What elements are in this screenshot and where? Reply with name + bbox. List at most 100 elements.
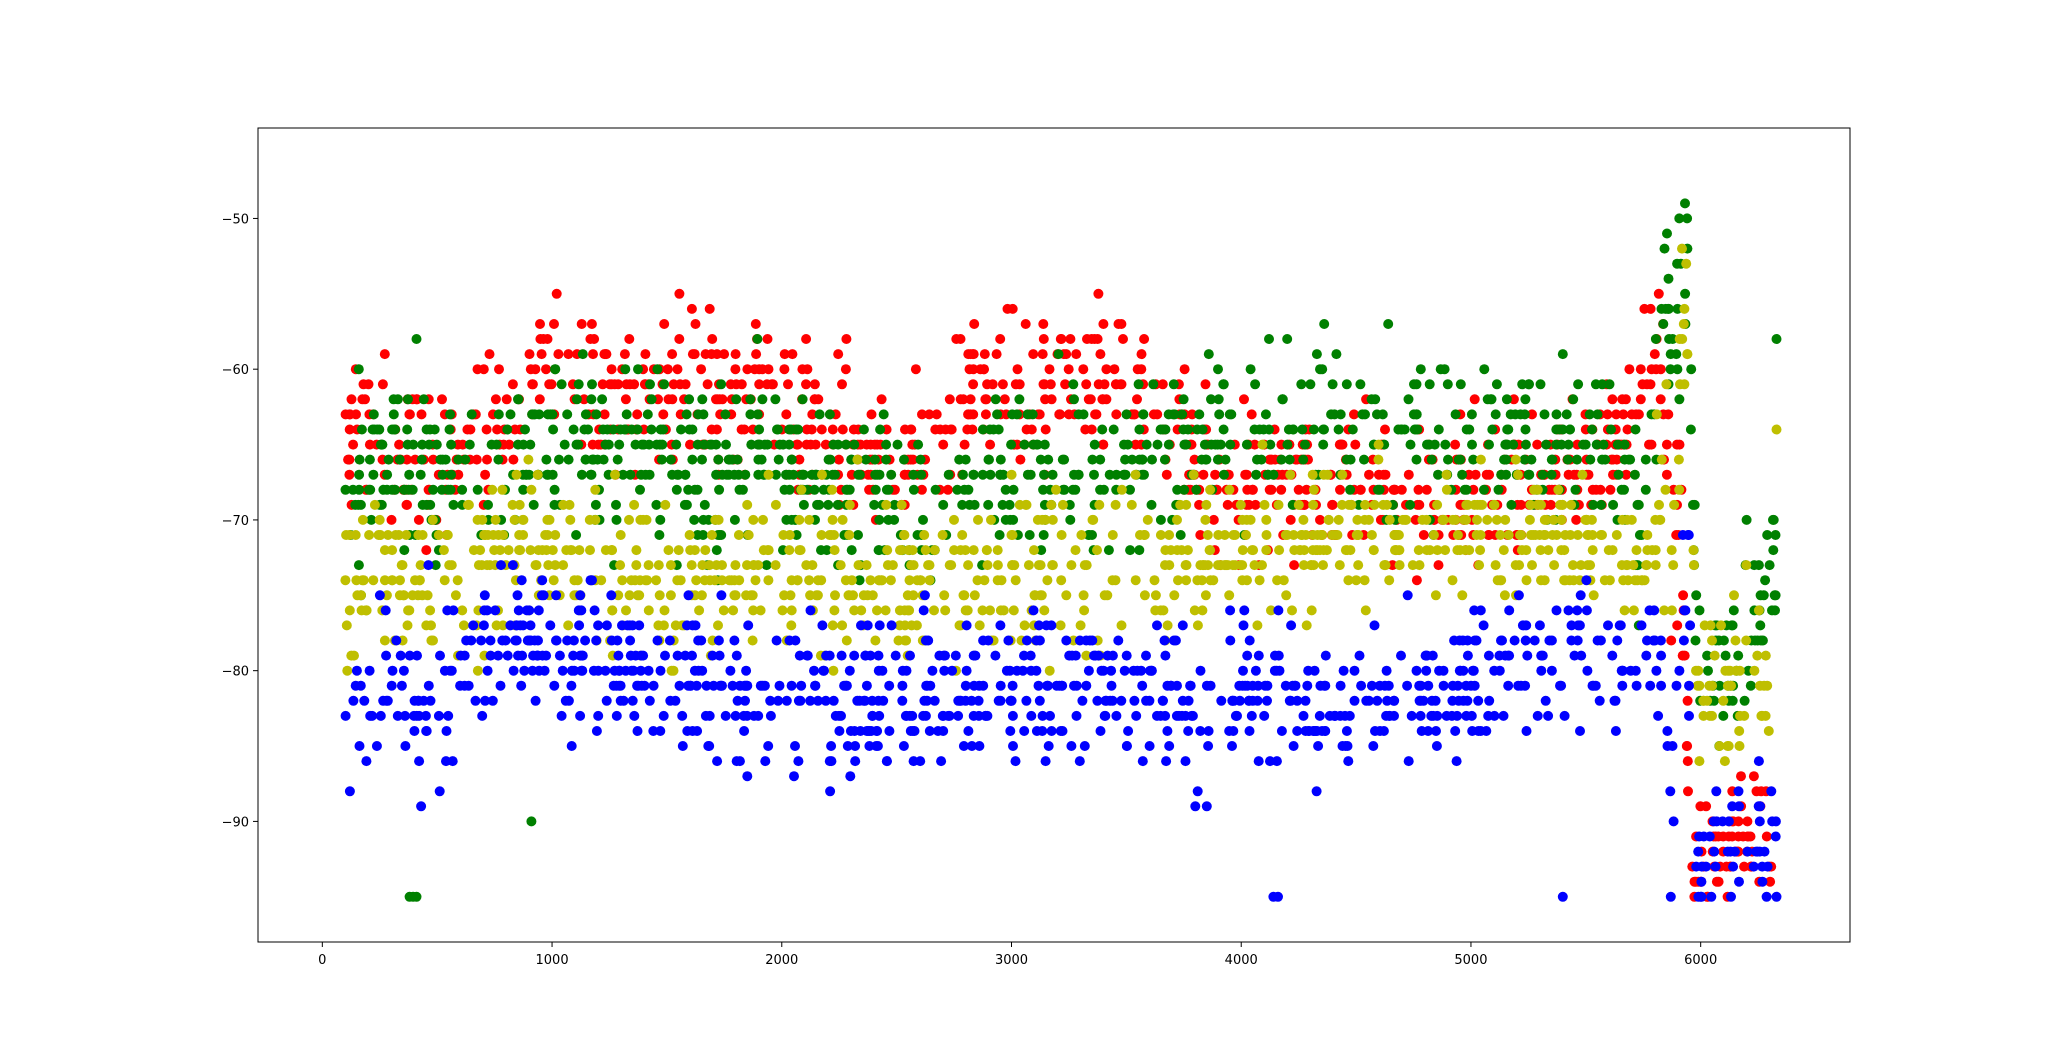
- scatter-point: [1680, 605, 1691, 616]
- scatter-point: [969, 319, 980, 329]
- scatter-point: [694, 605, 705, 616]
- scatter-point: [942, 484, 953, 495]
- x-axis: 0 1000 2000 3000 4000 5000 6000: [318, 942, 1717, 968]
- scatter-point: [1203, 741, 1214, 751]
- scatter-point: [1108, 424, 1119, 435]
- scatter-point: [762, 439, 773, 450]
- scatter-point: [807, 409, 818, 420]
- scatter-point: [548, 424, 559, 435]
- scatter-point: [1489, 665, 1500, 676]
- scatter-point: [1075, 620, 1086, 631]
- scatter-point: [1343, 575, 1354, 586]
- scatter-point: [994, 530, 1005, 540]
- scatter-point: [1529, 635, 1540, 646]
- scatter-point: [463, 680, 474, 691]
- scatter-point: [955, 545, 966, 556]
- scatter-point: [689, 484, 700, 495]
- scatter-point: [566, 680, 577, 691]
- scatter-point: [1455, 454, 1466, 465]
- scatter-point: [765, 710, 776, 721]
- scatter-point: [1674, 484, 1685, 495]
- scatter-point: [1370, 726, 1380, 736]
- scatter-point: [367, 424, 378, 435]
- scatter-point: [1351, 530, 1362, 540]
- scatter-point: [707, 650, 718, 661]
- scatter-point: [863, 469, 874, 480]
- scatter-point: [689, 545, 700, 556]
- scatter-point: [1521, 726, 1532, 736]
- scatter-point: [1592, 409, 1603, 420]
- scatter-point: [1197, 575, 1207, 586]
- scatter-point: [743, 620, 754, 631]
- scatter-point: [556, 379, 567, 390]
- scatter-point: [878, 409, 889, 420]
- scatter-point: [612, 454, 623, 465]
- scatter-point: [1370, 394, 1381, 405]
- scatter-point: [1467, 439, 1477, 450]
- scatter-point: [348, 439, 359, 450]
- scatter-point: [1441, 484, 1452, 495]
- scatter-point: [1520, 635, 1531, 646]
- scatter-point: [904, 605, 915, 616]
- scatter-point: [1618, 409, 1629, 420]
- scatter-point: [777, 605, 788, 616]
- scatter-point: [1341, 379, 1352, 390]
- scatter-point: [1607, 394, 1618, 405]
- scatter-point: [1668, 816, 1679, 827]
- scatter-point: [881, 454, 892, 465]
- scatter-point: [1551, 409, 1562, 420]
- scatter-point: [1277, 394, 1288, 405]
- scatter-point: [1276, 454, 1287, 465]
- scatter-point: [680, 379, 691, 390]
- scatter-point: [704, 710, 715, 721]
- scatter-point: [751, 349, 762, 360]
- scatter-point: [937, 530, 948, 540]
- scatter-point: [1617, 665, 1628, 676]
- scatter-point: [1087, 635, 1098, 646]
- scatter-point: [1364, 469, 1374, 480]
- scatter-point: [591, 726, 602, 736]
- scatter-point: [1534, 620, 1545, 631]
- scatter-point: [1101, 394, 1112, 405]
- scatter-point: [1591, 484, 1602, 495]
- scatter-point: [1125, 484, 1135, 495]
- scatter-point: [717, 394, 728, 405]
- scatter-point: [1239, 605, 1250, 616]
- points-layer: [340, 198, 1782, 902]
- scatter-point: [1557, 349, 1568, 360]
- scatter-point: [1573, 379, 1584, 390]
- scatter-point: [1083, 665, 1094, 676]
- scatter-point: [1041, 620, 1052, 631]
- scatter-point: [850, 741, 861, 751]
- scatter-point: [844, 665, 855, 676]
- scatter-point: [1765, 876, 1776, 887]
- scatter-point: [1610, 726, 1621, 736]
- scatter-point: [1527, 409, 1537, 420]
- scatter-point: [1071, 710, 1082, 721]
- scatter-point: [1308, 499, 1319, 510]
- scatter-point: [1019, 439, 1030, 450]
- scatter-point: [364, 454, 375, 465]
- scatter-point: [816, 575, 827, 586]
- series-group: [340, 530, 1782, 902]
- scatter-point: [812, 590, 823, 601]
- scatter-point: [1246, 710, 1257, 721]
- scatter-point: [748, 605, 759, 616]
- scatter-point: [460, 454, 471, 465]
- scatter-point: [545, 620, 556, 631]
- scatter-point: [1243, 695, 1254, 706]
- scatter-point: [791, 439, 802, 450]
- scatter-point: [1720, 650, 1731, 661]
- scatter-point: [1254, 424, 1265, 435]
- scatter-point: [760, 756, 771, 767]
- scatter-point: [1137, 680, 1148, 691]
- scatter-point: [836, 710, 846, 721]
- scatter-point: [1205, 545, 1216, 556]
- scatter-point: [852, 454, 863, 465]
- scatter-point: [1639, 303, 1650, 314]
- scatter-point: [568, 424, 579, 435]
- scatter-point: [881, 439, 892, 450]
- scatter-point: [1116, 695, 1127, 706]
- scatter-point: [1189, 454, 1200, 465]
- scatter-point: [1569, 650, 1580, 661]
